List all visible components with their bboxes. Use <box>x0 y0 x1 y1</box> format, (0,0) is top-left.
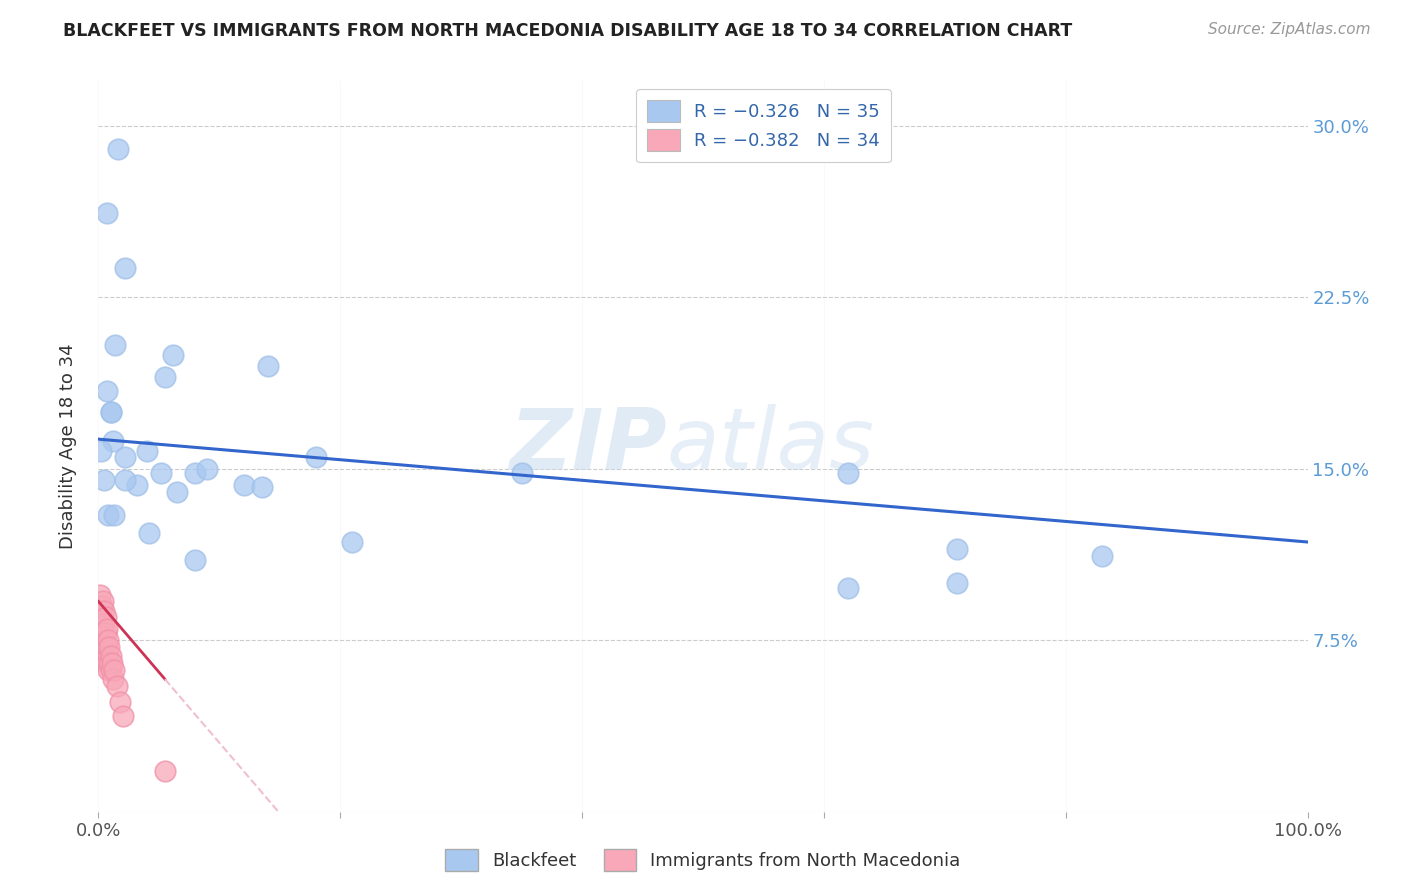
Point <box>250 480 273 494</box>
Point <box>90 604 112 618</box>
Point <box>103 508 125 522</box>
Point <box>100 405 122 419</box>
Point <box>91 599 114 613</box>
Point <box>91 617 114 632</box>
Point <box>108 695 131 709</box>
Point <box>90 610 112 624</box>
Point <box>100 663 122 677</box>
Point <box>97 663 120 677</box>
Point <box>837 467 859 481</box>
Point <box>232 478 254 492</box>
Point <box>114 450 136 465</box>
Point <box>114 473 136 487</box>
Text: ZIP: ZIP <box>509 404 666 488</box>
Point <box>96 206 118 220</box>
Point <box>946 576 969 591</box>
Point <box>94 626 117 640</box>
Point <box>111 708 134 723</box>
Point <box>946 541 969 556</box>
Point <box>166 484 188 499</box>
Point <box>150 467 173 481</box>
Point <box>100 405 122 419</box>
Point <box>104 338 127 352</box>
Point <box>93 649 115 664</box>
Point <box>93 604 115 618</box>
Point <box>1091 549 1114 563</box>
Point <box>94 640 117 655</box>
Point <box>256 359 278 373</box>
Point <box>138 525 160 540</box>
Point <box>93 473 115 487</box>
Point <box>91 626 114 640</box>
Point <box>195 462 218 476</box>
Point <box>510 467 533 481</box>
Legend: R = −0.326   N = 35, R = −0.382   N = 34: R = −0.326 N = 35, R = −0.382 N = 34 <box>637 89 890 162</box>
Point <box>100 656 122 670</box>
Point <box>93 633 115 648</box>
Point <box>127 478 149 492</box>
Point <box>97 633 120 648</box>
Point <box>162 347 184 362</box>
Text: BLACKFEET VS IMMIGRANTS FROM NORTH MACEDONIA DISABILITY AGE 18 TO 34 CORRELATION: BLACKFEET VS IMMIGRANTS FROM NORTH MACED… <box>63 22 1073 40</box>
Point <box>153 764 176 778</box>
Point <box>97 508 120 522</box>
Point <box>153 370 176 384</box>
Y-axis label: Disability Age 18 to 34: Disability Age 18 to 34 <box>59 343 77 549</box>
Point <box>94 610 117 624</box>
Point <box>101 672 124 686</box>
Point <box>135 443 157 458</box>
Text: atlas: atlas <box>666 404 875 488</box>
Point <box>91 640 114 655</box>
Point <box>305 450 328 465</box>
Point <box>93 617 115 632</box>
Point <box>184 553 207 567</box>
Point <box>184 467 207 481</box>
Point <box>107 142 129 156</box>
Legend: Blackfeet, Immigrants from North Macedonia: Blackfeet, Immigrants from North Macedon… <box>439 842 967 879</box>
Point <box>96 384 118 399</box>
Point <box>837 581 859 595</box>
Point <box>90 443 112 458</box>
Point <box>96 622 118 636</box>
Point <box>103 663 125 677</box>
Point <box>98 656 121 670</box>
Point <box>97 649 120 664</box>
Point <box>342 535 364 549</box>
Point <box>89 588 111 602</box>
Point <box>96 656 118 670</box>
Point <box>91 594 114 608</box>
Text: Source: ZipAtlas.com: Source: ZipAtlas.com <box>1208 22 1371 37</box>
Point <box>100 649 122 664</box>
Point <box>96 640 118 655</box>
Point <box>91 626 114 640</box>
Point <box>114 260 136 275</box>
Point <box>98 640 121 655</box>
Point <box>101 434 124 449</box>
Point <box>105 679 128 693</box>
Point <box>94 656 117 670</box>
